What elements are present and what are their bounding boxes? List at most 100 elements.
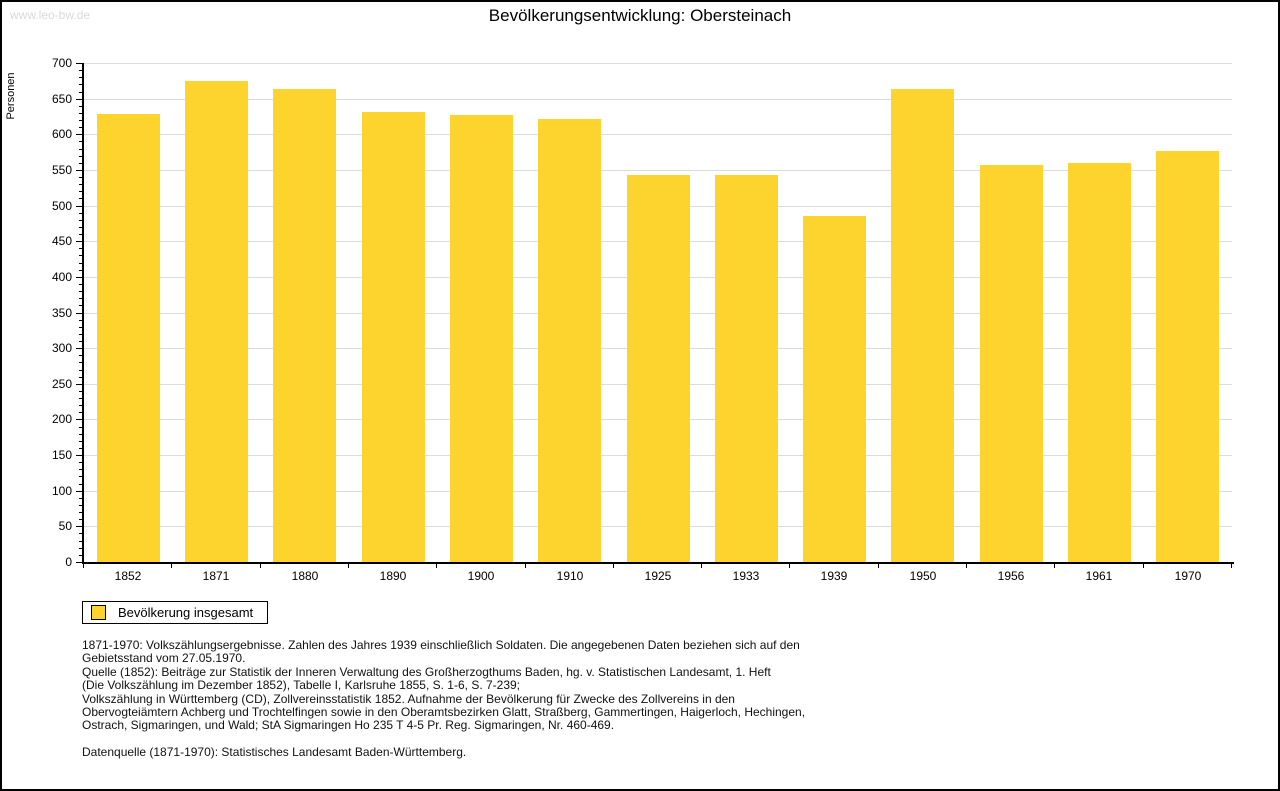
x-tick xyxy=(171,564,172,568)
y-minor-tick xyxy=(79,427,82,428)
x-tick xyxy=(260,564,261,568)
y-minor-tick xyxy=(79,355,82,356)
y-major-tick xyxy=(76,313,82,314)
gridline xyxy=(84,63,1232,64)
y-major-tick xyxy=(76,134,82,135)
x-tick xyxy=(1143,564,1144,568)
y-minor-tick xyxy=(79,441,82,442)
x-tick xyxy=(525,564,526,568)
y-minor-tick xyxy=(79,327,82,328)
y-tick-label: 300 xyxy=(51,341,72,355)
x-axis-line xyxy=(82,562,1234,564)
y-major-tick xyxy=(76,277,82,278)
y-tick-label: 650 xyxy=(51,92,72,106)
y-minor-tick xyxy=(79,434,82,435)
y-minor-tick xyxy=(79,505,82,506)
y-tick-label: 450 xyxy=(51,234,72,248)
x-tick-label: 1950 xyxy=(909,569,937,583)
y-minor-tick xyxy=(79,391,82,392)
x-tick-label: 1956 xyxy=(997,569,1025,583)
y-major-tick xyxy=(76,99,82,100)
y-minor-tick xyxy=(79,113,82,114)
y-minor-tick xyxy=(79,412,82,413)
y-tick-label: 100 xyxy=(51,484,72,498)
y-minor-tick xyxy=(79,334,82,335)
footnote-line: Volkszählung in Württemberg (CD), Zollve… xyxy=(82,691,735,706)
footnote-line: Ostrach, Sigmaringen, und Wald; StA Sigm… xyxy=(82,718,615,733)
y-minor-tick xyxy=(79,84,82,85)
watermark: www.leo-bw.de xyxy=(10,8,91,22)
y-minor-tick xyxy=(79,541,82,542)
x-tick xyxy=(1231,564,1232,568)
y-minor-tick xyxy=(79,519,82,520)
x-tick xyxy=(789,564,790,568)
y-minor-tick xyxy=(79,362,82,363)
y-tick-label: 150 xyxy=(51,448,72,462)
y-minor-tick xyxy=(79,284,82,285)
bar-1852 xyxy=(97,114,160,562)
footnote-line: 1871-1970: Volkszählungsergebnisse. Zahl… xyxy=(82,638,800,652)
y-major-tick xyxy=(76,526,82,527)
y-minor-tick xyxy=(79,398,82,399)
footnote-line: Quelle (1852): Beiträge zur Statistik de… xyxy=(82,664,771,679)
gridline xyxy=(84,134,1232,135)
y-minor-tick xyxy=(79,555,82,556)
y-minor-tick xyxy=(79,462,82,463)
y-minor-tick xyxy=(79,220,82,221)
y-minor-tick xyxy=(79,270,82,271)
y-minor-tick xyxy=(79,298,82,299)
y-minor-tick xyxy=(79,484,82,485)
y-major-tick xyxy=(76,206,82,207)
y-minor-tick xyxy=(79,191,82,192)
y-minor-tick xyxy=(79,405,82,406)
y-tick-label: 350 xyxy=(51,306,72,320)
footnote-line xyxy=(82,733,942,746)
x-tick-label: 1961 xyxy=(1085,569,1113,583)
y-axis-line xyxy=(82,63,84,564)
y-tick-label: 600 xyxy=(51,127,72,141)
x-tick-label: 1880 xyxy=(291,569,319,583)
x-tick-label: 1939 xyxy=(820,569,848,583)
y-minor-tick xyxy=(79,320,82,321)
x-tick xyxy=(348,564,349,568)
legend: Bevölkerung insgesamt xyxy=(82,601,269,624)
y-minor-tick xyxy=(79,70,82,71)
y-minor-tick xyxy=(79,227,82,228)
x-tick-label: 1970 xyxy=(1174,569,1202,583)
legend-swatch-icon xyxy=(91,605,106,620)
y-major-tick xyxy=(76,455,82,456)
x-tick xyxy=(613,564,614,568)
bar-1933 xyxy=(715,175,778,562)
y-minor-tick xyxy=(79,213,82,214)
x-tick-label: 1925 xyxy=(644,569,672,583)
y-minor-tick xyxy=(79,263,82,264)
y-minor-tick xyxy=(79,255,82,256)
x-tick-label: 1900 xyxy=(467,569,495,583)
y-minor-tick xyxy=(79,141,82,142)
y-minor-tick xyxy=(79,305,82,306)
x-tick xyxy=(436,564,437,568)
x-tick-label: 1871 xyxy=(202,569,230,583)
bar-1925 xyxy=(627,175,690,562)
y-major-tick xyxy=(76,491,82,492)
y-tick-label: 200 xyxy=(51,412,72,426)
y-tick-label: 250 xyxy=(51,377,72,391)
x-tick xyxy=(701,564,702,568)
x-tick-label: 1933 xyxy=(732,569,760,583)
y-minor-tick xyxy=(79,149,82,150)
y-tick-label: 0 xyxy=(65,555,72,569)
x-tick xyxy=(83,564,84,568)
y-minor-tick xyxy=(79,291,82,292)
y-minor-tick xyxy=(79,448,82,449)
x-tick xyxy=(878,564,879,568)
bar-1939 xyxy=(803,216,866,562)
y-major-tick xyxy=(76,63,82,64)
legend-label: Bevölkerung insgesamt xyxy=(118,605,254,620)
x-tick-label: 1910 xyxy=(556,569,584,583)
bar-1956 xyxy=(980,165,1043,562)
y-minor-tick xyxy=(79,77,82,78)
footnote-line: Datenquelle (1871-1970): Statistisches L… xyxy=(82,745,467,760)
y-minor-tick xyxy=(79,234,82,235)
